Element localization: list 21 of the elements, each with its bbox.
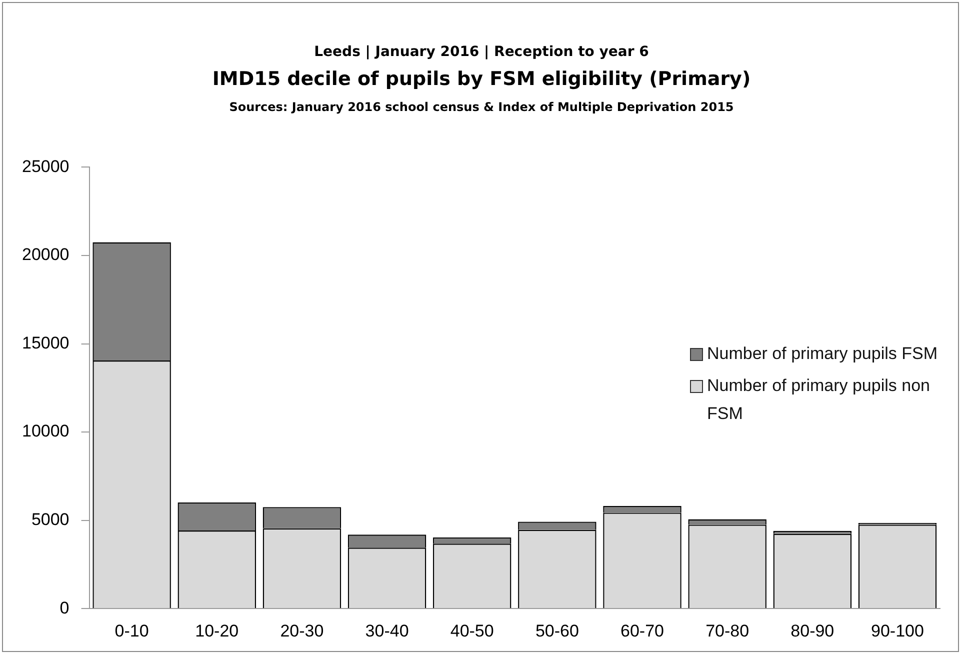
y-tick-label: 25000 [22, 156, 70, 176]
x-tick-label: 50-60 [535, 621, 579, 640]
y-tick-label: 5000 [31, 510, 70, 530]
x-tick-label: 40-50 [450, 621, 494, 640]
x-tick-label: 10-20 [195, 621, 239, 640]
x-tick-label: 70-80 [706, 621, 750, 640]
chart-subtitle: Leeds | January 2016 | Reception to year 6 [313, 44, 650, 60]
x-tick-label: 90-100 [870, 621, 924, 640]
x-tick-label: 80-90 [790, 621, 834, 640]
y-tick-label: 15000 [22, 333, 70, 352]
legend-label: Number of primary pupils non FSM [707, 375, 931, 425]
y-tick-label: 0 [60, 598, 70, 618]
y-tick-label: 20000 [22, 245, 70, 264]
x-tick-label: 60-70 [620, 621, 664, 640]
legend-label: Number of primary pupils FSM [707, 343, 938, 365]
y-tick-label: 10000 [22, 422, 70, 441]
source-note: Sources: January 2016 school census & Index of Multiple Deprivation 2015 [228, 100, 735, 114]
x-tick-label: 30-40 [365, 621, 409, 640]
x-tick-label: 20-30 [280, 621, 324, 640]
x-tick-label: 0-10 [114, 621, 149, 640]
chart-title: IMD15 decile of pupils by FSM eligibility (Primary) [211, 68, 752, 90]
